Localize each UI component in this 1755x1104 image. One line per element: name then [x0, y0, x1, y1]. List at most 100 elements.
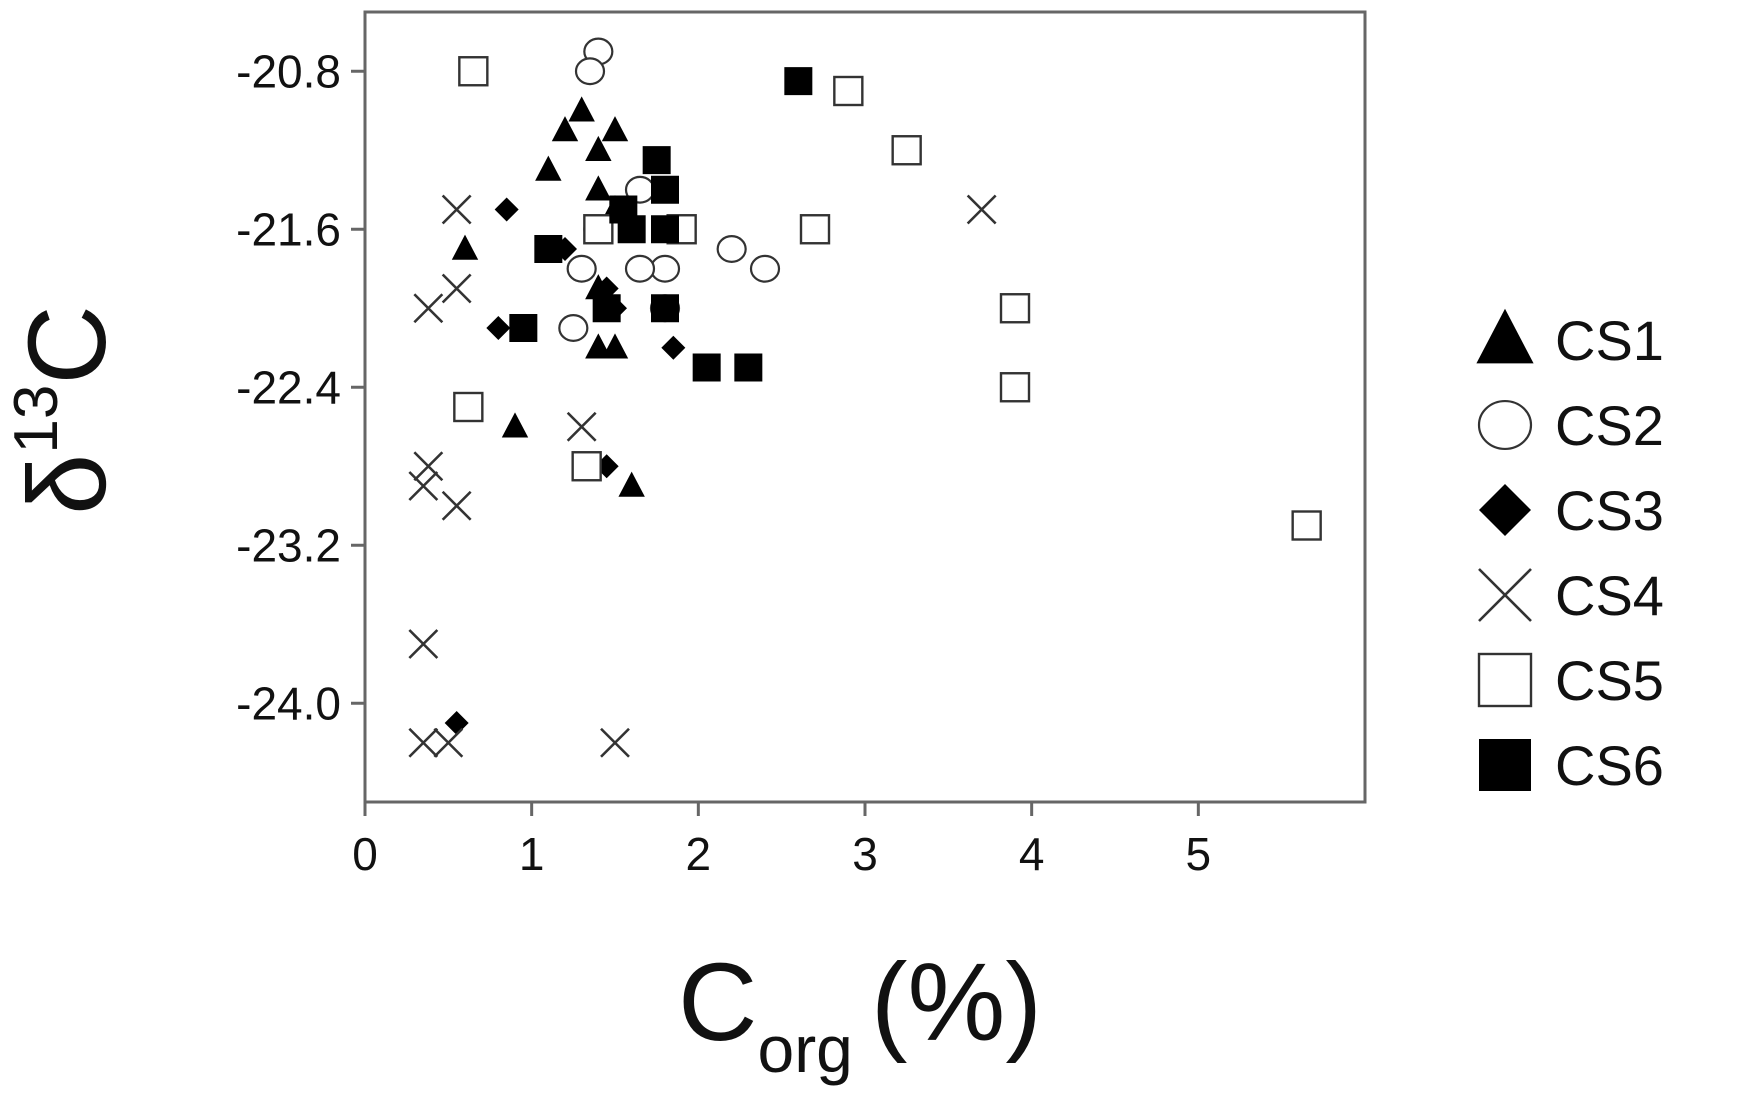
- legend: CS1 CS2 CS3 CS4 CS5 CS6: [1476, 308, 1664, 797]
- data-point: [585, 175, 612, 201]
- data-point: [749, 254, 781, 283]
- data-point: [486, 316, 511, 340]
- data-point: [651, 294, 679, 323]
- series-cs6: [509, 67, 813, 382]
- data-point: [601, 333, 629, 359]
- y-axis-title-superscript: 13: [2, 385, 71, 454]
- legend-marker: [1479, 484, 1531, 536]
- legend-marker: [1477, 652, 1533, 708]
- data-point: [592, 294, 621, 323]
- y-axis-ticks: -20.8 -21.6 -22.4 -23.2 -24.0: [236, 45, 365, 729]
- data-point: [444, 711, 469, 735]
- data-point: [441, 490, 472, 521]
- plot-frame: [363, 10, 1367, 804]
- data-point: [408, 629, 439, 659]
- y-tick-label: -23.2: [236, 519, 341, 571]
- data-point: [784, 67, 813, 96]
- data-point: [966, 194, 997, 225]
- data-point: [600, 727, 630, 758]
- data-point: [408, 471, 439, 501]
- data-point: [661, 335, 686, 360]
- data-point: [433, 727, 464, 758]
- data-point: [734, 353, 763, 382]
- data-point: [799, 214, 831, 245]
- data-point: [509, 314, 538, 342]
- legend-label: CS3: [1555, 479, 1664, 542]
- y-tick-label: -24.0: [236, 677, 341, 729]
- x-axis-title-subscript: org: [757, 1012, 852, 1086]
- x-tick-label: 3: [852, 828, 878, 880]
- data-point: [585, 135, 612, 162]
- data-point: [408, 727, 439, 758]
- data-point: [494, 197, 519, 222]
- data-point: [891, 135, 922, 166]
- legend-item-cs3: CS3: [1479, 479, 1664, 542]
- legend-item-cs4: CS4: [1478, 564, 1664, 627]
- data-point: [651, 175, 679, 204]
- data-point: [716, 235, 747, 263]
- y-axis-title-main: δ: [6, 454, 129, 515]
- x-axis-title-unit: (%): [871, 941, 1042, 1064]
- legend-item-cs1: CS1: [1476, 308, 1664, 372]
- data-point: [651, 215, 679, 244]
- legend-item-cs5: CS5: [1477, 649, 1664, 712]
- legend-marker: [1476, 308, 1534, 364]
- data-point: [999, 293, 1031, 324]
- legend-label: CS1: [1555, 309, 1664, 372]
- data-point: [624, 254, 656, 283]
- x-tick-label: 2: [686, 828, 712, 880]
- legend-item-cs6: CS6: [1479, 734, 1664, 797]
- data-point: [558, 314, 589, 342]
- data-point: [441, 273, 472, 304]
- legend-label: CS5: [1555, 649, 1664, 712]
- x-axis-title-main: C: [678, 941, 757, 1064]
- legend-marker: [1478, 568, 1532, 622]
- data-point: [618, 471, 645, 497]
- data-point: [574, 57, 606, 86]
- x-tick-label: 1: [519, 828, 545, 880]
- x-tick-label: 4: [1019, 828, 1045, 880]
- data-point: [534, 235, 563, 263]
- data-point: [551, 116, 579, 142]
- data-points: [408, 37, 1322, 758]
- data-point: [642, 146, 671, 175]
- series-cs4: [408, 194, 997, 758]
- x-tick-label: 5: [1186, 828, 1212, 880]
- x-tick-label: 0: [352, 828, 378, 880]
- data-point: [649, 254, 681, 283]
- data-point: [585, 333, 612, 359]
- data-point: [453, 391, 484, 423]
- data-point: [1291, 510, 1322, 541]
- data-point: [566, 254, 597, 283]
- data-point: [999, 372, 1031, 403]
- y-axis-title-tail: C: [6, 305, 129, 384]
- legend-item-cs2: CS2: [1477, 394, 1664, 457]
- data-point: [458, 56, 489, 87]
- y-tick-label: -22.4: [236, 361, 341, 413]
- data-point: [501, 412, 529, 438]
- data-point: [566, 411, 597, 442]
- data-point: [601, 116, 629, 142]
- data-point: [451, 234, 479, 260]
- data-point: [568, 96, 595, 122]
- legend-marker: [1479, 739, 1531, 791]
- data-point: [583, 214, 614, 245]
- data-point: [617, 215, 646, 244]
- data-point: [833, 75, 864, 107]
- legend-label: CS2: [1555, 394, 1664, 457]
- data-point: [413, 293, 444, 324]
- series-cs1: [451, 96, 645, 497]
- legend-marker: [1477, 399, 1533, 451]
- data-point: [441, 194, 472, 225]
- y-tick-label: -21.6: [236, 203, 341, 255]
- x-axis-title: Corg (%): [678, 941, 1042, 1086]
- x-axis-ticks: 0 1 2 3 4 5: [352, 802, 1211, 880]
- legend-label: CS6: [1555, 734, 1664, 797]
- data-point: [692, 353, 721, 382]
- y-tick-label: -20.8: [236, 45, 341, 97]
- legend-label: CS4: [1555, 564, 1664, 627]
- data-point: [571, 451, 602, 482]
- data-point: [413, 451, 444, 482]
- data-point: [535, 155, 562, 181]
